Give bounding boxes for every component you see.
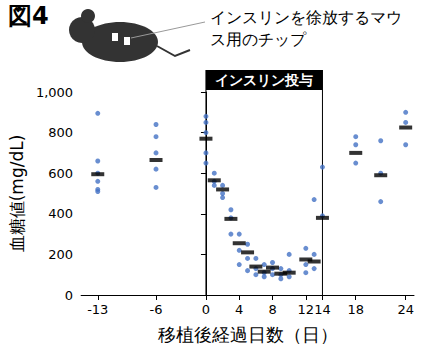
svg-text:-13: -13: [87, 302, 108, 317]
svg-text:0: 0: [202, 302, 210, 317]
svg-text:図4: 図4: [8, 2, 49, 30]
svg-text:4: 4: [235, 302, 243, 317]
svg-text:12: 12: [298, 302, 315, 317]
svg-text:0: 0: [65, 288, 73, 303]
svg-text:14: 14: [314, 302, 331, 317]
svg-text:600: 600: [48, 166, 73, 181]
svg-text:ス用のチップ: ス用のチップ: [210, 30, 307, 49]
svg-text:-6: -6: [150, 302, 163, 317]
svg-text:8: 8: [268, 302, 276, 317]
svg-text:18: 18: [347, 302, 364, 317]
svg-text:200: 200: [48, 247, 73, 262]
svg-text:血糖値(mg/dL): 血糖値(mg/dL): [7, 135, 27, 253]
svg-text:800: 800: [48, 125, 73, 140]
svg-text:インスリン投与: インスリン投与: [215, 72, 313, 88]
svg-text:24: 24: [397, 302, 414, 317]
svg-text:400: 400: [48, 206, 73, 221]
svg-text:1,000: 1,000: [36, 85, 73, 100]
svg-text:移植後経過日数（日）: 移植後経過日数（日）: [158, 324, 338, 345]
svg-text:インスリンを徐放するマウ: インスリンを徐放するマウ: [210, 8, 402, 27]
